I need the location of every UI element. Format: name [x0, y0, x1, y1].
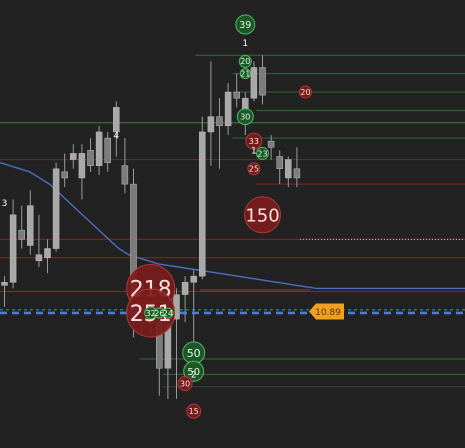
price-tag: 10.89	[309, 303, 344, 320]
bubble-label: 1	[251, 147, 257, 157]
moving-average-line	[0, 161, 465, 290]
candle-body	[87, 150, 94, 166]
price-tag-label: 10.89	[315, 308, 341, 318]
candle-body	[52, 168, 60, 249]
bubble-label: 33	[249, 137, 259, 146]
candle-body	[1, 282, 8, 286]
volume-bubble	[256, 146, 269, 160]
bubble-label: 39	[239, 20, 251, 31]
candle-body	[224, 91, 232, 127]
bubble-label: 30	[180, 379, 190, 388]
bubble-label: 4	[113, 131, 119, 141]
volume-bubble	[235, 14, 256, 35]
candle-body	[276, 156, 283, 170]
volume-bubbles: 3439120213033123251502021825132262450502…	[2, 14, 312, 419]
bubble-label: 25	[249, 165, 259, 174]
candle-body	[233, 91, 240, 99]
candle-body	[78, 153, 86, 179]
volume-bubble	[245, 132, 263, 150]
volume-bubble	[236, 108, 254, 126]
candle-body	[250, 67, 258, 99]
volume-bubble	[162, 307, 174, 319]
price-tag-shape	[309, 303, 344, 320]
candle-body	[285, 159, 292, 179]
volume-bubble	[247, 162, 261, 176]
bubble-label: 23	[257, 149, 267, 158]
volume-bubble	[299, 85, 312, 99]
level-lines	[0, 54, 465, 388]
candle-body	[95, 131, 103, 166]
candle-body	[35, 254, 43, 262]
volume-bubble	[186, 403, 202, 419]
candle-body	[293, 168, 301, 179]
volume-bubble	[244, 196, 281, 234]
bubble-label: 150	[245, 205, 279, 226]
bubble-label: 26	[154, 309, 164, 318]
candle-body	[181, 282, 189, 295]
candle-body	[190, 275, 197, 283]
candle-body	[104, 137, 111, 163]
candle-body	[121, 165, 129, 185]
volume-bubble	[177, 376, 193, 392]
bubble-label: 50	[187, 347, 201, 360]
bubble-label: 21	[240, 70, 250, 79]
bubble-label: 32	[146, 309, 156, 318]
candle-body	[70, 153, 77, 160]
candle-body	[61, 171, 68, 179]
bubble-label: 30	[240, 112, 250, 121]
bubble-label: 24	[163, 309, 173, 318]
candle-body	[113, 107, 120, 133]
bubble-label: 20	[300, 88, 310, 97]
bubble-label: 50	[187, 367, 200, 378]
candle-body	[44, 248, 51, 259]
bubble-label: 1	[242, 39, 248, 49]
bubble-label: 3	[2, 199, 8, 209]
candle-body	[18, 229, 25, 240]
candle-body	[199, 131, 206, 277]
bubble-label: 2	[191, 371, 197, 381]
candle-body	[216, 116, 223, 127]
candle-body	[259, 67, 266, 96]
candles	[1, 55, 301, 399]
bubble-label: 20	[240, 57, 250, 66]
volume-bubble	[239, 68, 251, 80]
volume-bubble	[183, 360, 205, 382]
volume-bubble	[238, 54, 252, 68]
candle-body	[9, 214, 17, 283]
bubble-label: 15	[189, 407, 199, 416]
candle-body	[27, 205, 34, 246]
candle-body	[267, 140, 275, 148]
candle-body	[207, 116, 215, 133]
